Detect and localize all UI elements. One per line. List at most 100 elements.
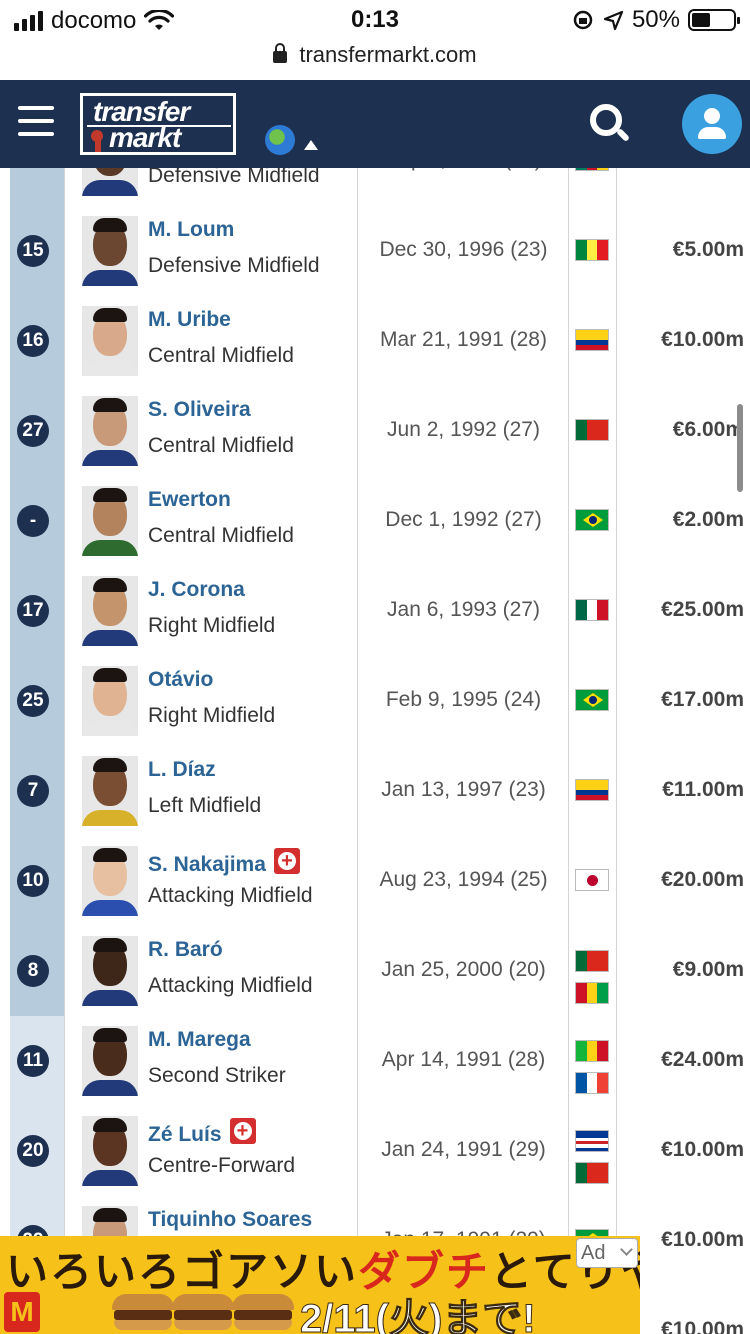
shirt-number-cell: - [10,476,65,566]
player-name-link[interactable]: Tiquinho Soares [148,1208,312,1232]
player-name-link[interactable]: M. Uribe [148,308,231,332]
market-value-link[interactable]: €11.00m [662,778,744,801]
player-photo[interactable] [82,666,138,736]
player-photo[interactable] [82,576,138,646]
user-account-button[interactable] [682,94,742,154]
player-name-link[interactable]: M. Loum [148,218,234,242]
player-position: Right Midfield [148,704,276,727]
player-photo[interactable] [82,756,138,826]
birthdate-age: Jan 25, 2000 (20) [381,958,546,981]
market-value-link[interactable]: €10.00m [661,328,744,351]
shirt-number-cell: 15 [10,206,65,296]
flag-icon-colombia [575,779,609,801]
ad-date-text: 2/11(火)まで! [300,1297,537,1334]
market-value-link[interactable]: €10.00m [661,1138,744,1161]
player-name-link[interactable]: R. Baró [148,938,223,962]
market-value-link[interactable]: €10.00m [661,1228,744,1251]
shirt-number-badge: 17 [17,595,49,627]
birthdate-age: Jun 2, 1992 (27) [387,418,540,441]
globe-icon[interactable] [265,125,295,155]
flag-icon-colombia [575,329,609,351]
market-value-link[interactable]: €2.00m [672,508,744,531]
squad-table: Defensive Midfield Sep 6, 1992 (28) 15 M. L… [0,168,750,1334]
mcdonalds-logo: M [4,1292,40,1332]
nationality-cell [569,386,617,476]
transfermarkt-logo[interactable]: transfer markt [80,93,236,155]
player-name-text: M. Marega [148,1028,251,1051]
injury-icon[interactable] [273,848,300,874]
player-name-link[interactable]: Otávio [148,668,213,692]
birthdate-cell: Apr 14, 1991 (28) [358,1016,569,1106]
player-photo[interactable] [82,306,138,376]
caret-up-icon[interactable] [304,140,318,150]
market-value-cell: €9.00m [617,926,750,1016]
injury-icon[interactable] [229,1118,256,1144]
market-value-link[interactable]: €25.00m [661,598,744,621]
player-photo[interactable] [82,846,138,916]
ad-banner[interactable]: いろいろゴアソいダブチとてりやき M 2/11(火)まで! [0,1236,640,1334]
birthdate-age: Jan 13, 1997 (23) [381,778,546,801]
player-photo[interactable] [82,396,138,466]
scrollbar[interactable] [737,404,743,492]
player-name-text: Tiquinho Soares [148,1208,313,1231]
ad-label-text: Ad [581,1242,606,1264]
market-value-cell: €5.00m [617,206,750,296]
player-photo[interactable] [82,168,138,196]
player-position: Defensive Midfield [148,254,320,277]
player-name-text: M. Uribe [148,308,231,331]
birthdate-age: Dec 30, 1996 (23) [379,238,548,261]
market-value-cell: €20.00m [617,836,750,926]
player-name-link[interactable]: Zé Luís [148,1118,256,1147]
nationality-cell [569,1016,617,1106]
carrier-label: docomo [51,7,137,34]
shirt-number-badge: 25 [17,685,49,717]
market-value-cell: €11.00m [617,746,750,836]
shirt-number-cell: 8 [10,926,65,1016]
player-cell: M. Loum Defensive Midfield [65,206,358,296]
logo-line2: markt [109,122,181,153]
table-row: 10 S. Nakajima Attacking Midfield Aug 23, 1… [10,836,750,926]
player-name-link[interactable]: S. Oliveira [148,398,251,422]
player-name-link[interactable]: S. Nakajima [148,848,300,877]
player-name-link[interactable]: L. Díaz [148,758,216,782]
player-photo[interactable] [82,486,138,556]
player-name-text: J. Corona [148,578,245,601]
player-name-text: Otávio [148,668,214,691]
market-value-link[interactable]: €20.00m [661,868,744,891]
player-position: Attacking Midfield [148,884,313,907]
player-name-link[interactable]: M. Marega [148,1028,251,1052]
table-row: 20 Zé Luís Centre-Forward Jan 24, 1991 (29)… [10,1106,750,1196]
logo-line1: transfer [93,96,190,127]
player-name-link[interactable]: J. Corona [148,578,245,602]
table-row: 17 J. Corona Right Midfield Jan 6, 1993 (27… [10,566,750,656]
player-photo[interactable] [82,936,138,1006]
ad-choices-button[interactable]: Ad [576,1238,638,1268]
player-cell: Defensive Midfield [65,168,358,206]
burger-image [172,1294,234,1330]
player-photo[interactable] [82,1116,138,1186]
market-value-link[interactable]: €17.00m [661,688,744,711]
chevron-down-icon [620,1243,633,1256]
player-photo[interactable] [82,1026,138,1096]
nationality-cell [569,296,617,386]
market-value-link[interactable]: €6.00m [672,418,744,441]
player-name-text: R. Baró [148,938,223,961]
status-left: docomo [14,7,175,35]
market-value-link[interactable]: €5.00m [672,238,744,261]
table-row: 7 L. Díaz Left Midfield Jan 13, 1997 (23) €1… [10,746,750,836]
url-bar[interactable]: transfermarkt.com [0,40,750,80]
table-row: - Ewerton Central Midfield Dec 1, 1992 (27)… [10,476,750,566]
player-name-link[interactable]: Ewerton [148,488,231,512]
menu-icon[interactable] [18,106,54,138]
market-value-link[interactable]: €10.00m [661,1318,744,1334]
player-position: Central Midfield [148,344,294,367]
search-icon[interactable] [588,102,632,146]
market-value-link[interactable]: €9.00m [672,958,744,981]
player-position: Defensive Midfield [148,168,320,187]
shirt-number-cell [10,168,65,206]
birthdate-age: Jan 6, 1993 (27) [387,598,540,621]
player-photo[interactable] [82,216,138,286]
flag-icon-mexico [575,599,609,621]
shirt-number-cell: 11 [10,1016,65,1106]
market-value-link[interactable]: €24.00m [661,1048,744,1071]
